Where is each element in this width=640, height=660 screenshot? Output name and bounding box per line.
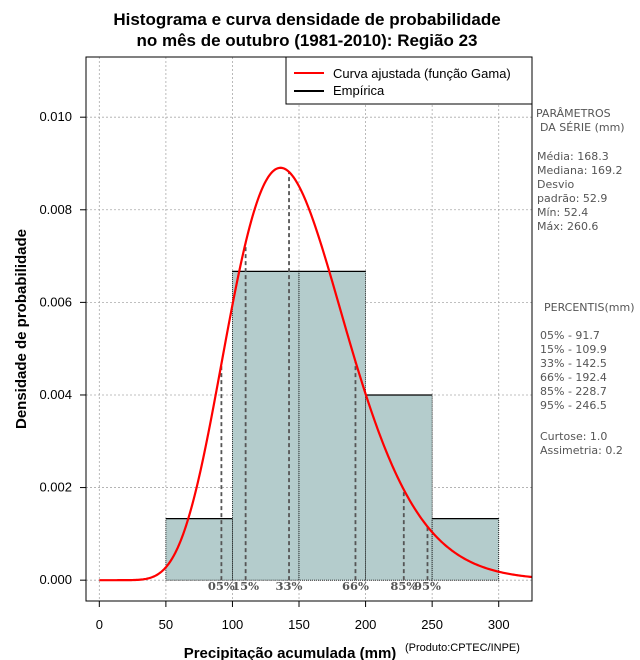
stat-media: Média: 168.3 [537,150,609,163]
y-tick-label: 0.010 [39,109,72,124]
percentile-label: 85% [390,579,417,593]
histogram-bar [431,518,500,581]
gamma-curve [99,166,532,582]
legend-box [285,56,533,105]
percentil-33: 33% - 142.5 [540,357,607,370]
percentile-label: 15% [232,579,259,593]
y-axis: 0.000 0.002 0.004 0.006 0.008 0.010 [39,109,86,587]
percentile-label: 33% [276,579,303,593]
percentil-15: 15% - 109.9 [540,343,607,356]
params-title-2: DA SÉRIE (mm) [540,121,625,134]
x-tick-label: 250 [421,617,443,632]
percentile-label: 05% [208,579,235,593]
x-axis-label: Precipitação acumulada (mm) [184,645,397,660]
percentile-lines [220,171,429,581]
gamma-curve-group [99,166,532,582]
x-tick-label: 300 [488,617,510,632]
stat-max: Máx: 260.6 [537,220,598,233]
x-tick-label: 0 [96,617,103,632]
stat-desvio-2: padrão: 52.9 [537,192,607,205]
params-title-1: PARÂMETROS [536,107,611,120]
histogram-bar [232,270,300,581]
x-tick-label: 150 [288,617,310,632]
legend: Curva ajustada (função Gama) Empírica [285,56,533,105]
histogram-bars [165,270,500,581]
percentil-05: 05% - 91.7 [540,329,600,342]
percentile-label: 66% [342,579,369,593]
percentil-85: 85% - 228.7 [540,385,607,398]
percentis-title: PERCENTIS(mm) [544,301,635,314]
legend-label-fitted: Curva ajustada (função Gama) [333,66,511,81]
stat-desvio-1: Desvio [537,178,575,191]
y-tick-label: 0.000 [39,572,72,587]
side-panel: PARÂMETROS DA SÉRIE (mm) Média: 168.3 Me… [536,107,635,457]
chart-title-line-2: no mês de outubro (1981-2010): Região 23 [136,31,477,50]
histogram-bar [298,270,366,581]
stat-mediana: Mediana: 169.2 [537,164,622,177]
percentile-label: 95% [414,579,441,593]
y-tick-label: 0.004 [39,387,72,402]
legend-label-empirical: Empírica [333,83,385,98]
x-tick-label: 200 [355,617,377,632]
credit-text: (Produto:CPTEC/INPE) [405,642,520,654]
y-tick-label: 0.002 [39,480,72,495]
x-axis: 0 50 100 150 200 250 300 [96,601,510,632]
stat-min: Mín: 52.4 [537,206,588,219]
chart-title-line-1: Histograma e curva densidade de probabil… [113,10,500,29]
x-tick-label: 100 [222,617,244,632]
percentil-66: 66% - 192.4 [540,371,607,384]
y-tick-label: 0.006 [39,294,72,309]
percentile-labels: 05%15% 33% 66% 85%95% [208,579,441,593]
x-tick-label: 50 [159,617,173,632]
y-tick-label: 0.008 [39,202,72,217]
percentil-95: 95% - 246.5 [540,399,607,412]
stat-curtose: Curtose: 1.0 [540,430,607,443]
y-axis-label: Densidade de probabilidade [13,229,30,429]
stat-assimetria: Assimetria: 0.2 [540,444,623,457]
